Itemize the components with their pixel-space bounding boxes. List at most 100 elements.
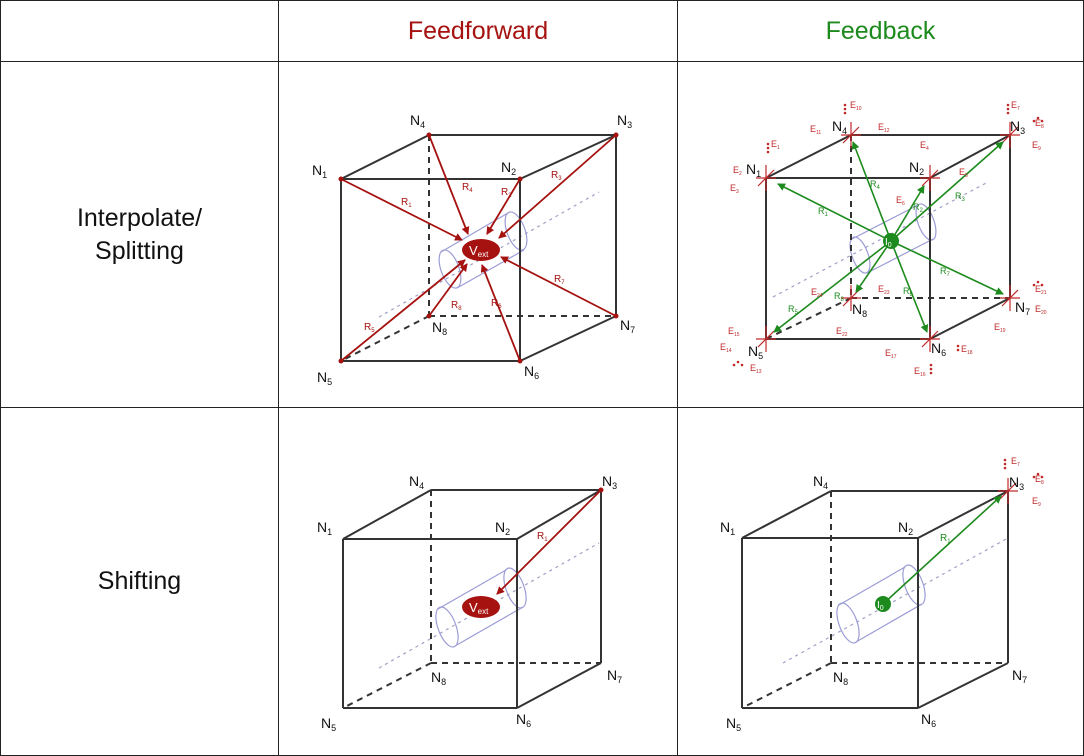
svg-text:E10: E10 <box>850 100 862 112</box>
node-labels: N1 N2 N3 N4 N5 N6 N7 N8 <box>746 118 1030 361</box>
row-label-interpolate: Interpolate/ Splitting <box>1 62 278 407</box>
svg-text:E2: E2 <box>733 165 742 177</box>
axis-line <box>782 537 1009 664</box>
source-label: Vext <box>469 243 489 259</box>
svg-text:R2: R2 <box>501 187 512 199</box>
svg-text:N1: N1 <box>720 519 735 537</box>
header-feedforward: Feedforward <box>407 16 549 45</box>
svg-text:N5: N5 <box>317 369 332 387</box>
feedforward-arrow-r1 <box>496 489 602 595</box>
svg-text:N8: N8 <box>431 669 446 687</box>
svg-text:R4: R4 <box>462 182 473 194</box>
source-ellipse <box>462 239 500 261</box>
svg-text:E12: E12 <box>878 122 890 134</box>
feedback-arrow-r1 <box>882 495 1002 605</box>
cube-hidden-edges <box>340 135 616 362</box>
svg-text:R3: R3 <box>551 170 562 182</box>
svg-text:E9: E9 <box>1032 140 1041 152</box>
svg-text:E5: E5 <box>959 167 968 179</box>
svg-text:E7: E7 <box>1011 456 1020 468</box>
svg-text:E11: E11 <box>810 124 821 136</box>
corner-ticks <box>756 122 1020 352</box>
svg-text:R8: R8 <box>451 300 462 312</box>
svg-text:N1: N1 <box>746 161 761 179</box>
svg-text:N6: N6 <box>931 340 946 358</box>
node-dot-n3 <box>598 487 604 493</box>
svg-text:N6: N6 <box>516 711 531 729</box>
r-labels: R1 R2 R3 R4 R5 R6 R7 R8 <box>364 170 565 334</box>
svg-text:E16: E16 <box>914 366 926 378</box>
svg-text:E9: E9 <box>1032 496 1041 508</box>
cylinder <box>438 211 528 289</box>
header-empty-cell <box>0 0 279 62</box>
svg-text:E21: E21 <box>1035 284 1047 296</box>
r-label-1: R1 <box>537 531 548 543</box>
svg-text:R8: R8 <box>834 291 845 303</box>
svg-text:N7: N7 <box>620 317 635 335</box>
svg-text:N4: N4 <box>410 112 425 130</box>
row-label-shifting: Shifting <box>97 567 182 595</box>
svg-text:E20: E20 <box>1035 304 1047 316</box>
source-circle <box>875 596 891 612</box>
cube-hidden-edges <box>741 491 1008 709</box>
svg-text:N2: N2 <box>898 519 913 537</box>
corner-ticks <box>998 478 1018 504</box>
svg-text:E8: E8 <box>1035 474 1044 486</box>
svg-text:E8: E8 <box>1035 118 1044 130</box>
cube-hidden-edges <box>342 490 601 709</box>
svg-text:E6: E6 <box>896 195 905 207</box>
node-labels: N1 N2 N3 N4 N5 N6 N7 N8 <box>720 473 1027 733</box>
svg-text:E4: E4 <box>920 140 929 152</box>
svg-text:N8: N8 <box>432 319 447 337</box>
feedforward-arrows <box>340 134 617 362</box>
source-label: I0 <box>877 600 884 612</box>
svg-text:R5: R5 <box>364 322 375 334</box>
svg-text:E7: E7 <box>1011 100 1020 112</box>
feedback-arrows <box>773 141 1004 333</box>
svg-text:N8: N8 <box>833 669 848 687</box>
svg-text:R7: R7 <box>940 266 951 278</box>
source-label: I0 <box>885 237 892 249</box>
svg-text:N5: N5 <box>321 715 336 733</box>
svg-text:E14: E14 <box>720 342 732 354</box>
svg-text:E24: E24 <box>811 287 823 299</box>
svg-text:E3: E3 <box>730 183 739 195</box>
source-label: Vext <box>469 600 489 616</box>
diagram-shifting-feedforward: Vext R1 N1 N2 N3 N4 N5 N6 N7 N8 <box>317 473 622 733</box>
svg-text:N3: N3 <box>602 473 617 491</box>
svg-text:E13: E13 <box>750 363 762 375</box>
diagram-interpolate-feedforward: Vext R1 R2 R3 R4 R5 R6 R7 R8 N1 N2 N3 N4… <box>312 112 635 387</box>
r-labels: R1 R2 R3 R4 R5 R6 R7 R8 <box>788 179 966 316</box>
svg-text:N4: N4 <box>813 473 828 491</box>
svg-text:N6: N6 <box>921 711 936 729</box>
svg-text:N5: N5 <box>726 715 741 733</box>
cell-shifting-feedback: I0 R1 E7 E8 E9 N1 N2 N3 N4 N5 N6 N7 N8 <box>677 407 1084 756</box>
svg-text:E15: E15 <box>728 326 740 338</box>
svg-text:R6: R6 <box>491 298 502 310</box>
cylinder <box>849 203 937 274</box>
diagram-interpolate-feedback: I0 R1 R2 R3 R4 R5 R6 R7 R8 E1 E2 E3 E4 E… <box>720 100 1047 378</box>
header-feedforward-cell: Feedforward <box>278 0 678 62</box>
cell-interpolate-feedforward: Vext R1 R2 R3 R4 R5 R6 R7 R8 N1 N2 N3 N4… <box>278 61 678 408</box>
svg-text:E18: E18 <box>961 344 973 356</box>
e-labels: E7 E8 E9 <box>1011 456 1044 508</box>
cube <box>741 490 1009 709</box>
header-feedback: Feedback <box>825 16 936 45</box>
svg-text:N8: N8 <box>852 301 867 319</box>
node-labels: N1 N2 N3 N4 N5 N6 N7 N8 <box>312 112 635 387</box>
axis-line <box>772 181 989 298</box>
electrode-dots <box>732 103 1044 375</box>
header-feedback-cell: Feedback <box>677 0 1084 62</box>
svg-text:R3: R3 <box>955 191 966 203</box>
svg-text:R4: R4 <box>870 179 881 191</box>
node-labels: N1 N2 N3 N4 N5 N6 N7 N8 <box>317 473 622 733</box>
cell-shifting-feedforward: Vext R1 N1 N2 N3 N4 N5 N6 N7 N8 <box>278 407 678 756</box>
svg-text:N4: N4 <box>409 473 424 491</box>
svg-text:N2: N2 <box>501 159 516 177</box>
svg-text:N1: N1 <box>317 519 332 537</box>
svg-text:R5: R5 <box>788 304 799 316</box>
row-label-interpolate-cell: Interpolate/ Splitting <box>0 61 279 408</box>
svg-text:R1: R1 <box>401 197 412 209</box>
svg-text:N6: N6 <box>524 363 539 381</box>
row-label-interpolate-line1: Interpolate/ <box>76 203 203 232</box>
